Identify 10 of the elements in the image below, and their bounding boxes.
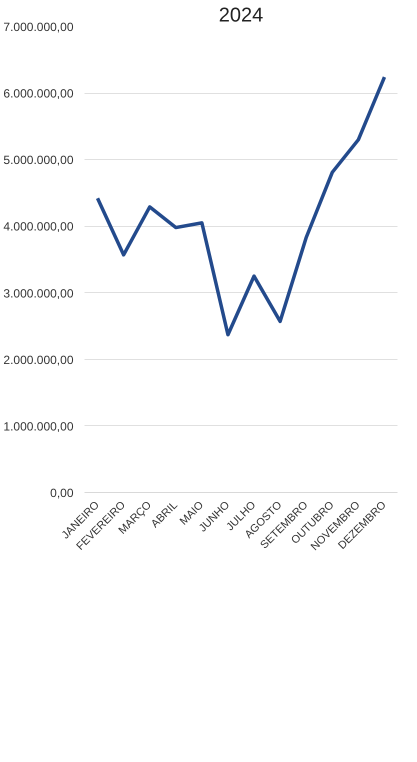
line-series: [96, 75, 386, 336]
y-tick-label: 1.000.000,00: [3, 419, 74, 434]
y-tick-label: 5.000.000,00: [3, 153, 74, 168]
y-tick-label: 6.000.000,00: [3, 86, 74, 101]
y-tick-label: 4.000.000,00: [3, 220, 74, 234]
chart-title: 2024: [218, 4, 264, 26]
y-tick-label: 3.000.000,00: [3, 286, 74, 300]
y-tick-label: 2.000.000,00: [3, 352, 74, 367]
y-tick-label: 0,00: [50, 486, 74, 500]
y-tick-label: 7.000.000,00: [3, 20, 74, 34]
